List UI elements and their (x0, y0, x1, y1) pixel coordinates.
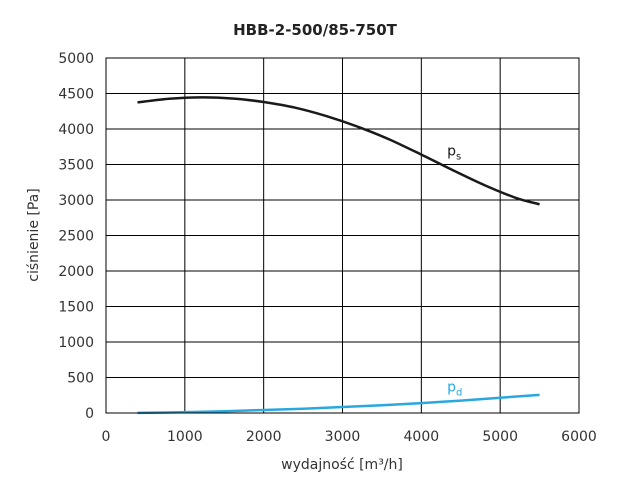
x-axis-label: wydajność [m³/h] (281, 457, 403, 473)
y-tick-label: 2500 (58, 229, 94, 245)
y-tick-label: 3500 (58, 158, 94, 174)
x-tick-label: 0 (102, 429, 111, 445)
series-label-ps: ps (447, 143, 461, 162)
series-line-ps (137, 96, 540, 206)
series-label-base: p (447, 143, 456, 159)
y-tick-label: 2000 (58, 264, 94, 280)
tick-labels: 0 1000 2000 3000 4000 5000 6000 0 500 1000 1500 200… (58, 51, 596, 445)
series-label-subscript: d (456, 388, 462, 399)
plot-frame (105, 57, 580, 414)
series-label-base: p (447, 380, 456, 396)
y-tick-label: 1500 (58, 300, 94, 316)
y-tick-label: 1000 (58, 335, 94, 351)
grid-lines (105, 57, 580, 414)
series-line-pd (137, 393, 540, 415)
y-tick-label: 5000 (58, 51, 94, 67)
x-tick-label: 1000 (167, 429, 203, 445)
x-tick-label: 2000 (246, 429, 282, 445)
x-tick-label: 4000 (404, 429, 440, 445)
series-label-subscript: s (456, 151, 461, 162)
series-lines (137, 96, 540, 415)
chart-title: HBB-2-500/85-750T (233, 21, 398, 39)
y-tick-label: 3000 (58, 193, 94, 209)
series-label-pd: pd (447, 380, 462, 399)
y-tick-label: 500 (67, 371, 94, 387)
y-tick-label: 4500 (58, 87, 94, 103)
y-tick-label: 4000 (58, 122, 94, 138)
x-tick-label: 5000 (482, 429, 518, 445)
x-tick-label: 3000 (325, 429, 361, 445)
x-tick-label: 6000 (561, 429, 597, 445)
y-tick-label: 0 (85, 406, 94, 422)
y-axis-label: ciśnienie [Pa] (26, 188, 42, 281)
